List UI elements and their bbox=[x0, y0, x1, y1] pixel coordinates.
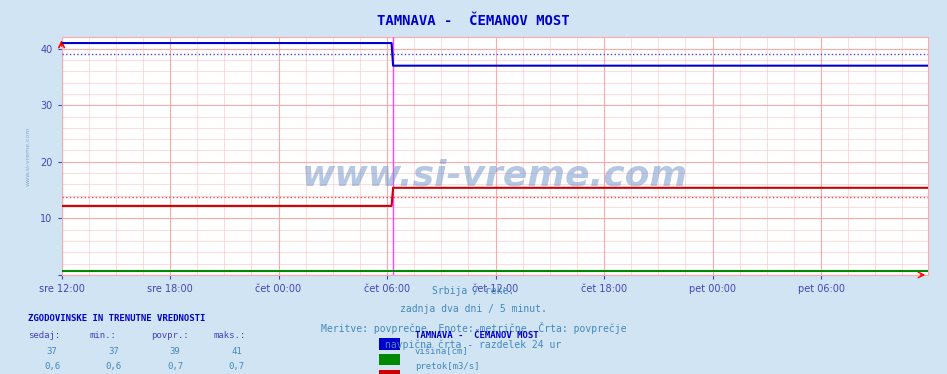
Text: sedaj:: sedaj: bbox=[28, 331, 61, 340]
Text: višina[cm]: višina[cm] bbox=[415, 347, 469, 356]
Text: maks.:: maks.: bbox=[213, 331, 245, 340]
Text: 37: 37 bbox=[46, 347, 58, 356]
Text: 0,7: 0,7 bbox=[167, 362, 184, 371]
Text: povpr.:: povpr.: bbox=[152, 331, 189, 340]
Text: 37: 37 bbox=[108, 347, 119, 356]
Text: 39: 39 bbox=[170, 347, 181, 356]
Text: Srbija / reke.: Srbija / reke. bbox=[433, 286, 514, 296]
Text: TAMNAVA -  ČEMANOV MOST: TAMNAVA - ČEMANOV MOST bbox=[377, 14, 570, 28]
Text: navpična črta - razdelek 24 ur: navpična črta - razdelek 24 ur bbox=[385, 340, 562, 350]
Text: pretok[m3/s]: pretok[m3/s] bbox=[415, 362, 479, 371]
Text: 41: 41 bbox=[231, 347, 242, 356]
Text: ZGODOVINSKE IN TRENUTNE VREDNOSTI: ZGODOVINSKE IN TRENUTNE VREDNOSTI bbox=[28, 314, 205, 323]
Text: www.si-vreme.com: www.si-vreme.com bbox=[302, 158, 688, 192]
Text: 0,6: 0,6 bbox=[44, 362, 61, 371]
Text: TAMNAVA -  ČEMANOV MOST: TAMNAVA - ČEMANOV MOST bbox=[415, 331, 539, 340]
Text: www.si-vreme.com: www.si-vreme.com bbox=[27, 126, 31, 186]
Text: 0,6: 0,6 bbox=[105, 362, 122, 371]
Text: 0,7: 0,7 bbox=[228, 362, 245, 371]
Text: Meritve: povprečne  Enote: metrične  Črta: povprečje: Meritve: povprečne Enote: metrične Črta:… bbox=[321, 322, 626, 334]
Text: zadnja dva dni / 5 minut.: zadnja dva dni / 5 minut. bbox=[400, 304, 547, 314]
Text: min.:: min.: bbox=[90, 331, 116, 340]
